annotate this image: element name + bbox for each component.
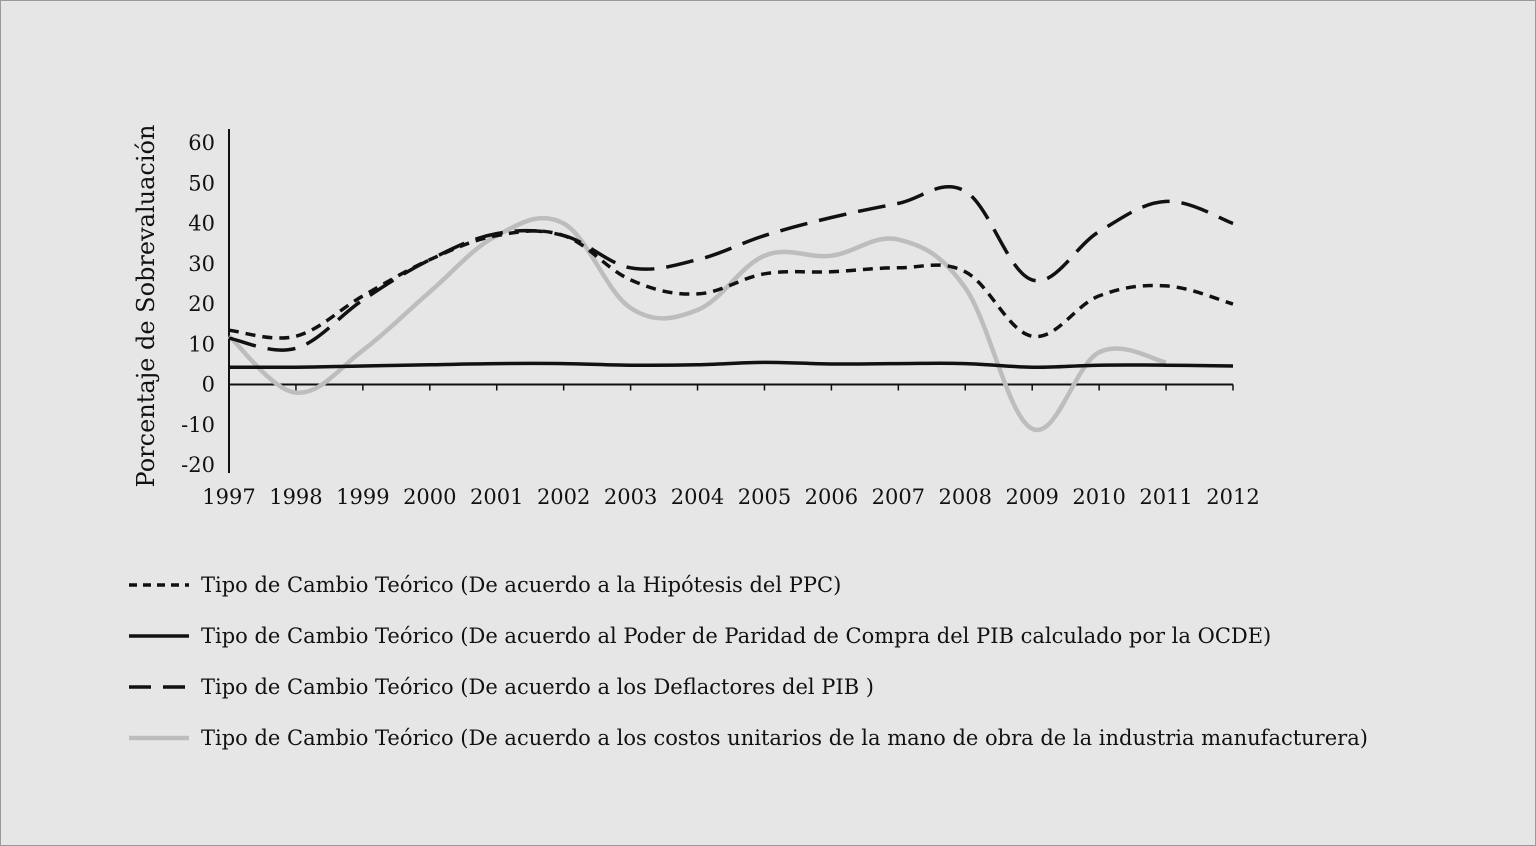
x-tick-label: 1997 xyxy=(202,485,255,509)
x-tick-label: 1999 xyxy=(336,485,389,509)
x-tick-label: 2008 xyxy=(939,485,992,509)
x-axis: 1997 1998 1999 2000 2001 2002 2003 2004 2005 2006… xyxy=(202,383,1260,509)
x-tick-label: 2002 xyxy=(537,485,590,509)
y-tick-label: 40 xyxy=(188,212,215,236)
x-tick-label: 2000 xyxy=(403,485,456,509)
y-axis-label: Porcentaje de Sobrevaluación xyxy=(132,125,160,488)
y-tick-label: -10 xyxy=(181,413,215,437)
series-line-3 xyxy=(228,184,1234,352)
legend-label-4: Tipo de Cambio Teórico (De acuerdo a los… xyxy=(201,726,1368,750)
x-tick-label: 2003 xyxy=(604,485,657,509)
y-tick-label: 50 xyxy=(188,171,215,195)
y-tick-label: 0 xyxy=(202,373,215,397)
legend-label-3: Tipo de Cambio Teórico (De acuerdo a los… xyxy=(201,675,874,699)
legend-label-1: Tipo de Cambio Teórico (De acuerdo a la … xyxy=(201,573,841,597)
x-tick-label: 2004 xyxy=(671,485,724,509)
x-tick-label: 2007 xyxy=(872,485,925,509)
series-line-4 xyxy=(227,215,1167,433)
series-lines xyxy=(227,184,1234,433)
series-line-2 xyxy=(228,360,1234,370)
x-tick-label: 2006 xyxy=(805,485,858,509)
x-tick-label: 2012 xyxy=(1206,485,1259,509)
x-tick-label: 2001 xyxy=(470,485,523,509)
legend: Tipo de Cambio Teórico (De acuerdo a la … xyxy=(129,573,1368,750)
x-tick-label: 2005 xyxy=(738,485,791,509)
x-tick-label: 2010 xyxy=(1072,485,1125,509)
legend-label-2: Tipo de Cambio Teórico (De acuerdo al Po… xyxy=(201,624,1271,648)
x-tick-label: 2009 xyxy=(1005,485,1058,509)
y-tick-label: 30 xyxy=(188,252,215,276)
y-tick-label: -20 xyxy=(181,453,215,477)
y-tick-label: 60 xyxy=(188,131,215,155)
series-line-1 xyxy=(228,229,1234,340)
y-axis: 60 50 40 30 20 10 0 -10 -20 xyxy=(181,129,230,477)
y-tick-label: 20 xyxy=(188,292,215,316)
y-tick-label: 10 xyxy=(188,332,215,356)
x-tick-label: 1998 xyxy=(269,485,322,509)
x-tick-label: 2011 xyxy=(1139,485,1192,509)
